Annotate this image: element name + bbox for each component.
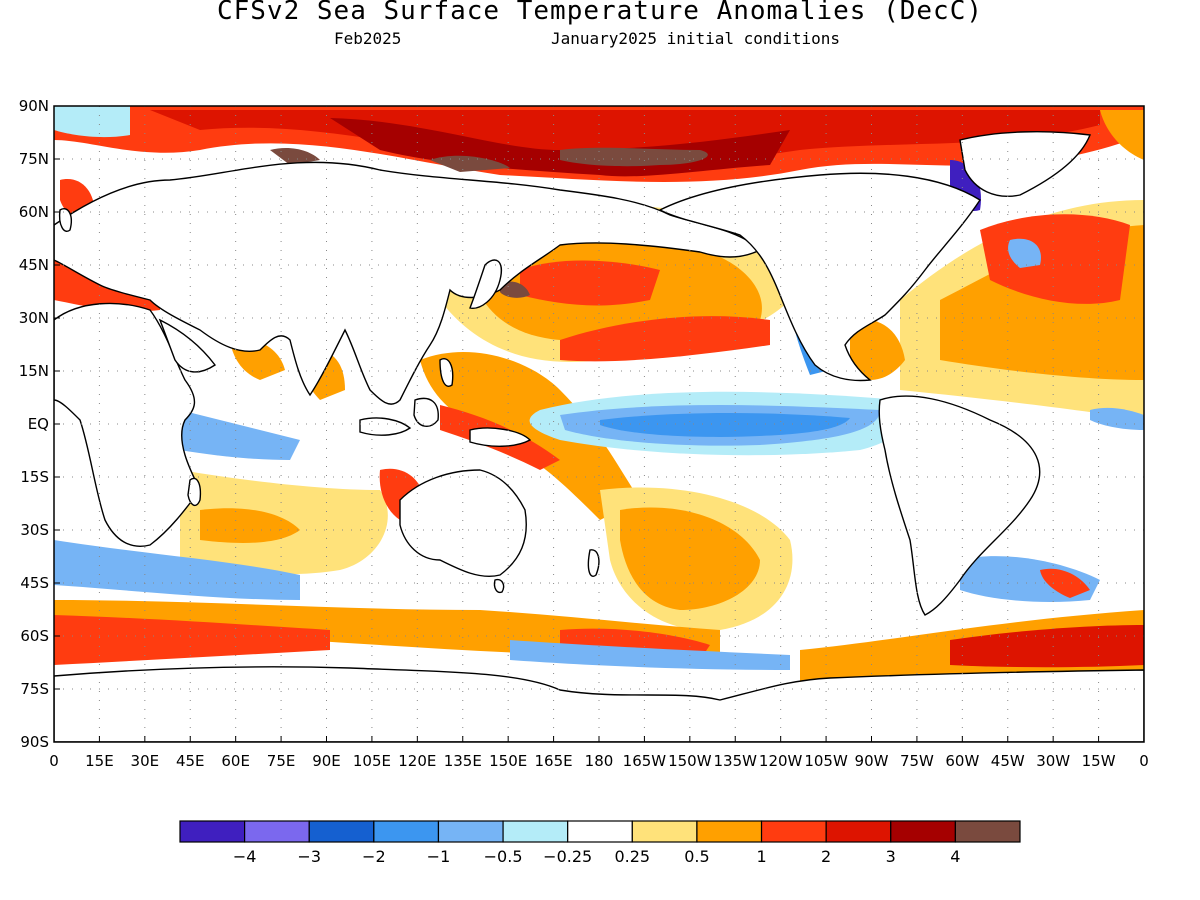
lon-tick-label: 105E xyxy=(353,752,391,770)
lon-tick-label: 15W xyxy=(1082,752,1116,770)
lon-tick-label: 120E xyxy=(398,752,436,770)
lon-tick-label: 75E xyxy=(267,752,296,770)
lat-tick-label: 15N xyxy=(19,362,49,380)
lat-tick-label: 60N xyxy=(19,203,49,221)
legend-swatch xyxy=(890,820,956,843)
lat-tick-label: 45S xyxy=(20,574,49,592)
lat-tick-label: EQ xyxy=(28,415,49,433)
lat-tick-label: 15S xyxy=(20,468,49,486)
lat-tick-label: 45N xyxy=(19,256,49,274)
longitude-axis: 0 15E 30E 45E 60E 75E 90E 105E 120E 135E 150E 165E 1… xyxy=(49,736,1149,770)
lat-tick-label: 30N xyxy=(19,309,49,327)
lon-tick-label: 45E xyxy=(176,752,205,770)
lon-tick-label: 150W xyxy=(668,752,712,770)
legend-swatch xyxy=(825,820,892,843)
lon-tick-label: 90W xyxy=(855,752,889,770)
lon-tick-label: 45W xyxy=(991,752,1025,770)
legend-label: 4 xyxy=(950,847,960,866)
south-america-landmass xyxy=(878,395,1041,616)
latitude-axis: 90N 75N 60N 45N 30N 15N EQ 15S 30S 45S 60S 75S 90S xyxy=(19,97,60,751)
color-legend: −4 −3 −2 −1 −0.5 −0.25 0.25 0.5 1 2 3 4 xyxy=(179,820,1021,866)
legend-label: −0.25 xyxy=(543,847,592,866)
forecast-month: Feb2025 xyxy=(334,29,402,48)
lon-tick-label: 0 xyxy=(49,752,59,770)
legend-label: 0.25 xyxy=(614,847,650,866)
lat-tick-label: 75N xyxy=(19,150,49,168)
legend-swatch xyxy=(437,820,504,843)
legend-label: −3 xyxy=(297,847,321,866)
lon-tick-label: 165W xyxy=(623,752,667,770)
eurasia-landmass xyxy=(54,161,762,405)
north-america-landmass xyxy=(658,172,981,382)
legend-label: 0.5 xyxy=(684,847,709,866)
lon-tick-label: 75W xyxy=(900,752,934,770)
legend-swatch xyxy=(567,820,633,843)
lon-tick-label: 90E xyxy=(312,752,341,770)
legend-swatch xyxy=(308,820,375,843)
antarctica-landmass xyxy=(54,666,1144,742)
legend-swatch xyxy=(244,820,310,843)
legend-swatch xyxy=(696,820,763,843)
legend-label: −0.5 xyxy=(484,847,523,866)
lat-tick-label: 90S xyxy=(20,733,49,751)
japan-landmass xyxy=(469,259,502,309)
lon-tick-label: 105W xyxy=(804,752,848,770)
lon-tick-label: 15E xyxy=(85,752,114,770)
legend-swatch xyxy=(179,820,246,843)
lon-tick-label: 135W xyxy=(714,752,758,770)
lat-tick-label: 75S xyxy=(20,680,49,698)
legend-swatch xyxy=(631,820,698,843)
legend-swatch xyxy=(954,820,1021,843)
legend-swatch xyxy=(373,820,440,843)
lon-tick-label: 60W xyxy=(945,752,979,770)
australia-landmass xyxy=(399,469,527,577)
legend-label: 3 xyxy=(886,847,896,866)
lon-tick-label: 150E xyxy=(489,752,527,770)
lat-tick-label: 90N xyxy=(19,97,49,115)
lon-tick-label: 135E xyxy=(444,752,482,770)
lon-tick-label: 30W xyxy=(1036,752,1070,770)
lon-tick-label: 30E xyxy=(131,752,160,770)
lon-tick-label: 60E xyxy=(221,752,250,770)
legend-label: 2 xyxy=(821,847,831,866)
legend-label: −4 xyxy=(233,847,257,866)
legend-swatch xyxy=(760,820,827,843)
lon-tick-label: 0 xyxy=(1139,752,1149,770)
madagascar-landmass xyxy=(187,477,202,507)
lon-tick-label: 165E xyxy=(535,752,573,770)
lat-tick-label: 30S xyxy=(20,521,49,539)
legend-swatch xyxy=(502,820,569,843)
continents xyxy=(54,131,1144,742)
lon-tick-label: 120W xyxy=(759,752,803,770)
map-title: CFSv2 Sea Surface Temperature Anomalies … xyxy=(216,0,984,26)
initial-conditions-label: January2025 initial conditions xyxy=(551,29,840,48)
legend-label: 1 xyxy=(756,847,766,866)
greenland-landmass xyxy=(959,131,1091,197)
legend-label: −1 xyxy=(427,847,451,866)
lon-tick-label: 180 xyxy=(585,752,614,770)
lat-tick-label: 60S xyxy=(20,627,49,645)
legend-label: −2 xyxy=(362,847,386,866)
